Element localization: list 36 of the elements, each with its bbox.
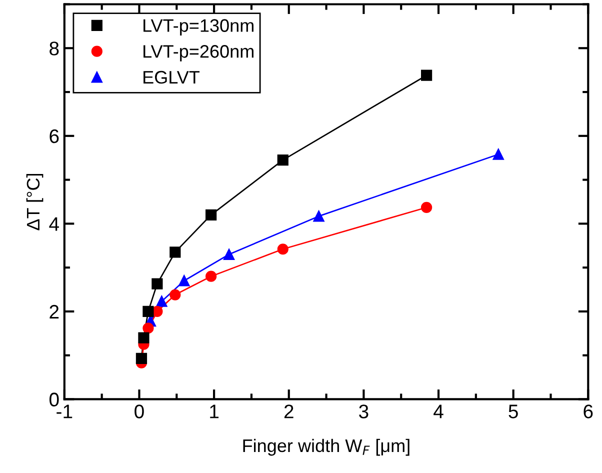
point [223,248,235,260]
x-tick-label: 4 [434,404,444,418]
point [156,296,168,307]
legend-label: EGLVT [144,70,200,84]
point [170,289,181,300]
x-tick-label: 3 [359,404,368,418]
x-tick-label: 1 [210,404,219,418]
point [277,154,288,166]
point [136,352,148,364]
y-axis-title: ΔT [°C] [26,174,44,230]
point [142,306,154,317]
x-tick-label: -1 [56,404,72,418]
x-tick-label: 0 [134,404,144,418]
point [152,278,163,290]
point [206,270,217,282]
point [277,244,288,255]
legend-label: LVT-p=260nm [144,45,254,62]
y-tick-label: 6 [50,129,59,144]
x-tick-label: 2 [284,404,294,418]
point [420,70,432,81]
y-tick-label: 2 [50,304,59,318]
point [206,209,217,220]
y-tick-label: 0 [50,392,59,406]
point [170,246,181,258]
point [492,148,504,160]
point [313,210,324,222]
x-axis-title: Finger width W$_{F}$ [μm] [243,438,410,456]
point [138,332,150,344]
point [420,202,432,213]
point [142,322,154,334]
point [178,275,190,286]
y-tick-label: 4 [49,217,59,231]
x-tick-label: 5 [508,404,518,418]
x-tick-label: 6 [584,404,593,418]
y-tick-label: 8 [50,42,59,56]
legend-label: LVT-p=130nm [144,19,254,36]
